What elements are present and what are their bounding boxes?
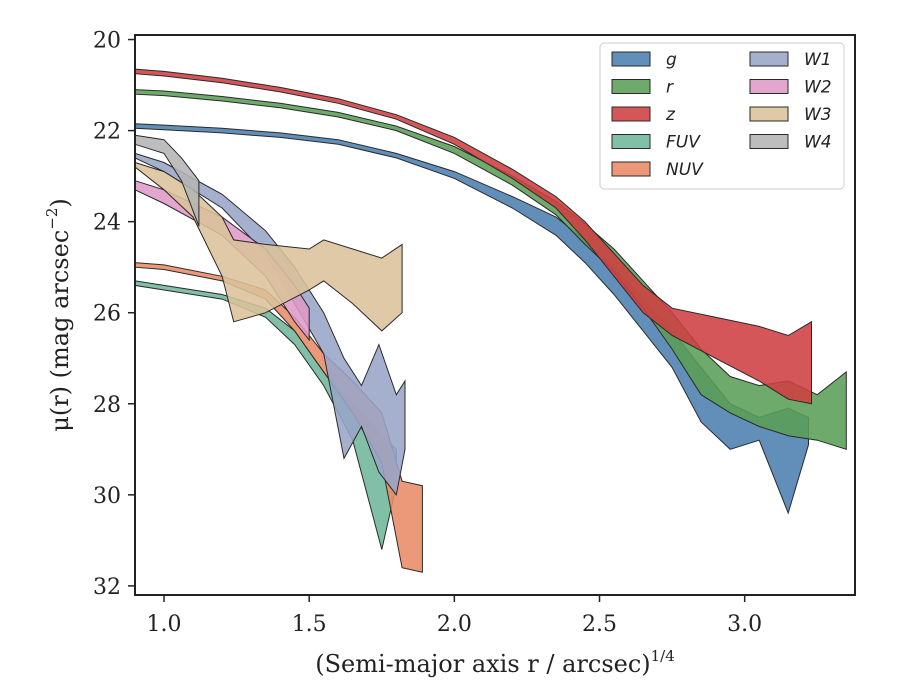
y-axis-label-text: μ(r) (mag arcsec — [46, 230, 74, 432]
legend-swatch-z — [611, 106, 651, 122]
x-tick-label: 2.0 — [437, 612, 472, 637]
legend-swatch-fuv — [611, 134, 651, 149]
legend-label-w4: W4 — [804, 133, 832, 153]
y-tick-label: 20 — [93, 29, 121, 54]
x-axis-label-exponent: 1/4 — [651, 647, 675, 665]
x-tick-label: 3.0 — [727, 612, 762, 637]
legend-label-g: g — [666, 50, 677, 70]
legend-label-fuv: FUV — [666, 133, 701, 153]
y-tick-label: 26 — [93, 302, 121, 327]
legend: grz FUV NUV W1 W2 W3 W4 — [599, 42, 845, 190]
legend-label-z: z — [665, 105, 676, 125]
legend-swatch-r — [611, 79, 651, 94]
legend-swatch-g — [611, 51, 651, 67]
y-axis-label-exponent: −2 — [43, 208, 61, 230]
legend-swatch-nuv — [611, 161, 651, 177]
legend-swatch-w1 — [749, 51, 789, 67]
plot-frame — [134, 34, 856, 596]
y-tick-label: 28 — [93, 393, 121, 418]
y-tick-label: 32 — [93, 575, 121, 600]
legend-label-nuv: NUV — [666, 160, 704, 180]
y-tick-label: 22 — [93, 120, 121, 145]
series-band-r — [134, 89, 847, 450]
legend-swatch-w2 — [749, 79, 789, 94]
y-tick-label: 30 — [93, 484, 121, 509]
series-band-w3 — [134, 161, 403, 332]
y-tick-label: 24 — [93, 211, 121, 236]
x-axis-label: (Semi-major axis r / arcsec)1/4 — [315, 647, 675, 678]
series-layer — [134, 68, 847, 573]
legend-swatch-w4 — [749, 134, 789, 149]
series-band-g — [134, 123, 809, 515]
x-tick-label: 2.5 — [582, 612, 617, 637]
x-tick-label: 1.0 — [147, 612, 182, 637]
series-band-w4 — [134, 134, 200, 227]
y-axis-label: μ(r) (mag arcsec−2) — [43, 198, 74, 432]
series-band-z — [134, 68, 812, 405]
x-axis-label-text: (Semi-major axis r / arcsec) — [315, 650, 650, 678]
x-tick-label: 1.5 — [292, 612, 327, 637]
ticks-layer: 1.0 1.5 2.0 2.5 3.0 20 22 24 26 28 30 32 — [93, 29, 762, 637]
legend-label-w2: W2 — [804, 78, 832, 98]
legend-label-w3: W3 — [804, 105, 832, 125]
legend-label-r: r — [666, 78, 674, 98]
legend-swatch-w3 — [749, 106, 789, 122]
y-axis-label-suffix: ) — [46, 198, 74, 207]
legend-label-w1: W1 — [804, 50, 832, 70]
